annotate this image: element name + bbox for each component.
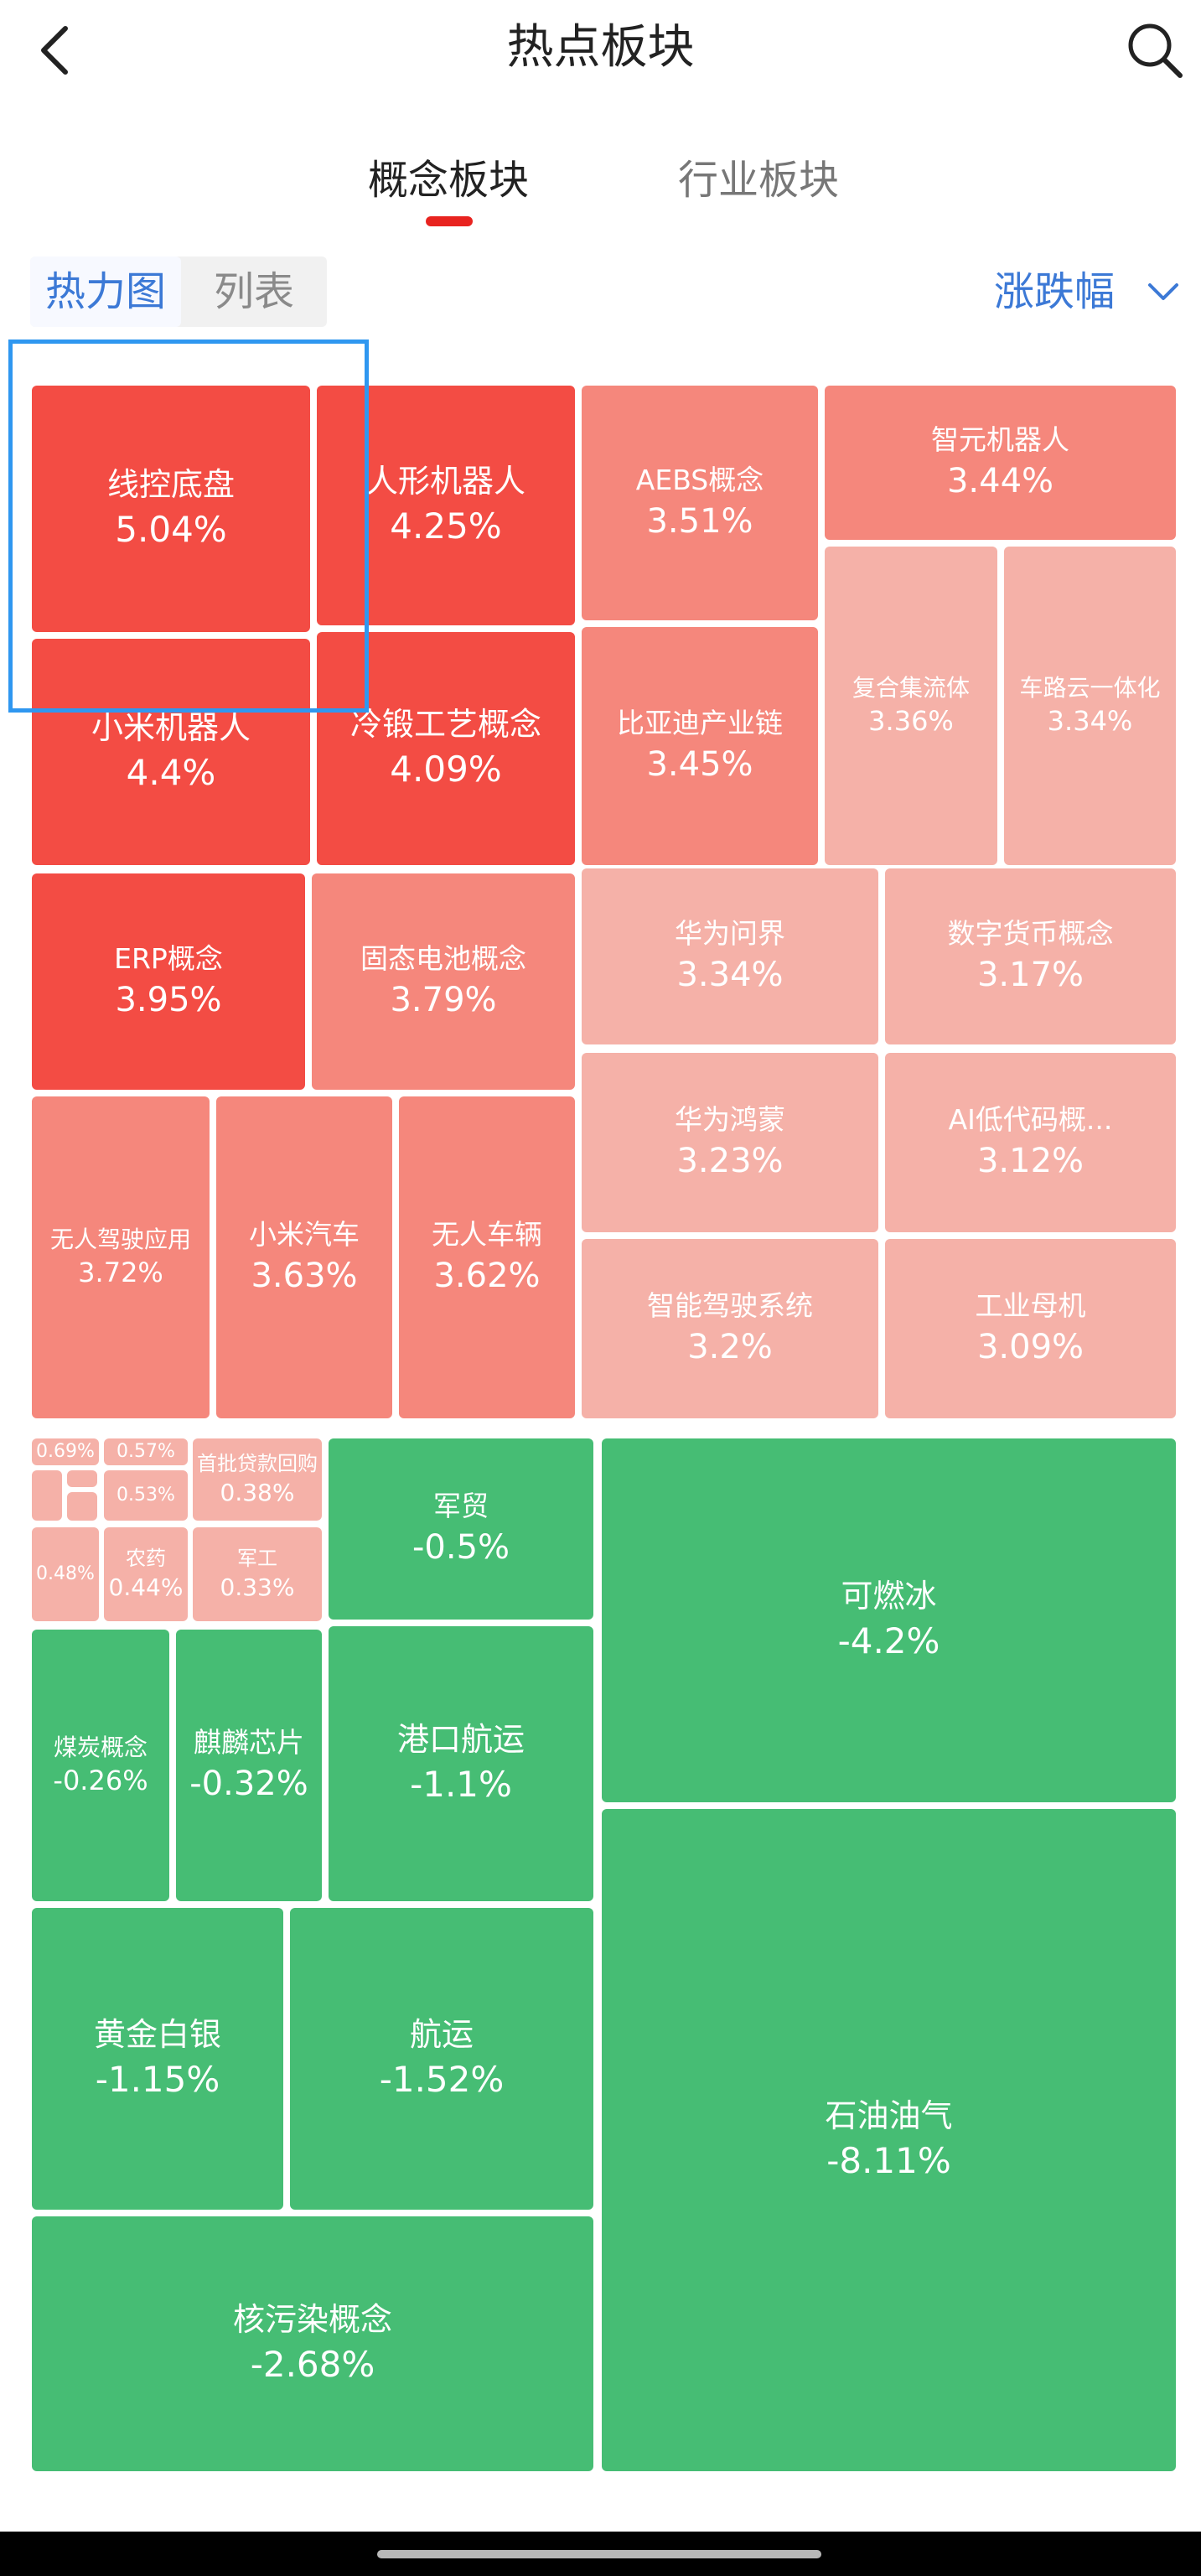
heatmap-tile[interactable]: 冷锻工艺概念 4.09% [317, 632, 575, 865]
heatmap-tile[interactable]: 智能驾驶系统 3.2% [582, 1239, 878, 1418]
search-button[interactable] [1121, 17, 1188, 84]
heatmap-tile[interactable]: 比亚迪产业链 3.45% [582, 627, 818, 865]
heatmap-tile[interactable]: 0.53% [104, 1470, 188, 1521]
heatmap-tile[interactable]: AEBS概念 3.51% [582, 386, 818, 620]
heatmap-tile[interactable]: 0.48% [32, 1527, 99, 1621]
heatmap-tile[interactable]: 黄金白银 -1.15% [32, 1908, 283, 2210]
heatmap-tile[interactable]: 0.57% [104, 1438, 188, 1465]
heatmap-tile[interactable]: 煤炭概念 -0.26% [32, 1630, 169, 1901]
heatmap-tile[interactable]: 复合集流体 3.36% [825, 547, 997, 865]
heatmap-tile[interactable]: 军工 0.33% [193, 1527, 322, 1621]
heatmap-tile[interactable]: 小米机器人 4.4% [32, 639, 310, 865]
heatmap-tile[interactable]: 核污染概念 -2.68% [32, 2216, 593, 2471]
heatmap-tile[interactable]: 华为问界 3.34% [582, 868, 878, 1044]
heatmap-tile[interactable] [67, 1492, 97, 1521]
heatmap-tile[interactable]: 线控底盘 5.04% [32, 386, 310, 632]
list-view-button[interactable]: 列表 [213, 268, 294, 315]
heatmap-tile[interactable]: 人形机器人 4.25% [317, 386, 575, 625]
home-indicator[interactable] [377, 2550, 821, 2558]
sort-dropdown[interactable]: 涨跌幅 [986, 257, 1187, 327]
page-title: 热点板块 [506, 20, 695, 75]
heatmap-tile[interactable]: 小米汽车 3.63% [216, 1096, 392, 1418]
sort-label: 涨跌幅 [994, 268, 1116, 315]
heatmap-tile[interactable]: 智元机器人 3.44% [825, 386, 1176, 540]
heatmap-tile[interactable]: AI低代码概... 3.12% [885, 1053, 1176, 1232]
search-icon [1128, 23, 1183, 78]
heatmap-tile[interactable]: 麒麟芯片 -0.32% [176, 1630, 322, 1901]
heatmap-tile[interactable] [32, 1470, 62, 1521]
heatmap-tile[interactable] [67, 1470, 97, 1487]
tab-industry-sector[interactable]: 行业板块 [677, 157, 839, 204]
heatmap-tile[interactable]: 首批贷款回购 0.38% [193, 1438, 322, 1521]
heatmap-tile[interactable]: 可燃冰 -4.2% [602, 1438, 1176, 1802]
heatmap-tile[interactable]: 港口航运 -1.1% [329, 1626, 593, 1901]
heatmap-tile[interactable]: 无人车辆 3.62% [399, 1096, 575, 1418]
heatmap-tile[interactable]: 工业母机 3.09% [885, 1239, 1176, 1418]
back-button[interactable] [32, 17, 82, 84]
chevron-down-icon [1148, 283, 1178, 300]
active-tab-indicator [426, 216, 473, 226]
heatmap-tile[interactable]: 石油油气 -8.11% [602, 1809, 1176, 2471]
heatmap-tile[interactable]: 数字货币概念 3.17% [885, 868, 1176, 1044]
heatmap-tile[interactable]: 0.69% [32, 1438, 99, 1465]
heatmap-tile[interactable]: 华为鸿蒙 3.23% [582, 1053, 878, 1232]
chevron-left-icon [41, 26, 68, 75]
heatmap-tile[interactable]: 固态电池概念 3.79% [312, 873, 575, 1090]
heatmap-tile[interactable]: 军贸 -0.5% [329, 1438, 593, 1620]
tab-concept-sector[interactable]: 概念板块 [367, 157, 529, 204]
heatmap-tile[interactable]: ERP概念 3.95% [32, 873, 305, 1090]
heatmap-tile[interactable]: 航运 -1.52% [290, 1908, 593, 2210]
heatmap-view-button[interactable]: 热力图 [30, 257, 181, 327]
heatmap-tile[interactable]: 车路云一体化 3.34% [1004, 547, 1176, 865]
heatmap-tile[interactable]: 无人驾驶应用 3.72% [32, 1096, 210, 1418]
view-toggle: 热力图 列表 [30, 257, 327, 327]
heatmap-tile[interactable]: 农药 0.44% [104, 1527, 188, 1621]
